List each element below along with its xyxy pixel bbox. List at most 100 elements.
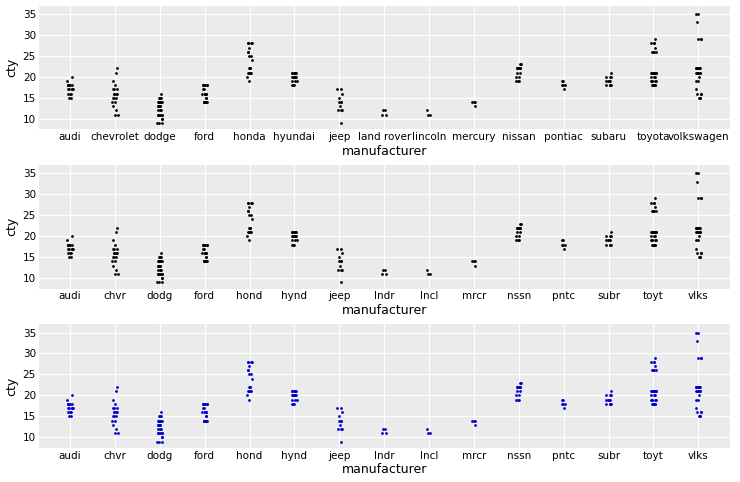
Point: [244, 224, 256, 232]
Point: [154, 98, 166, 106]
Point: [332, 266, 343, 274]
Point: [154, 102, 166, 110]
Point: [514, 383, 525, 391]
Point: [153, 94, 165, 102]
Point: [690, 224, 702, 232]
Point: [333, 257, 345, 265]
Point: [246, 199, 258, 206]
Point: [286, 400, 297, 408]
Point: [64, 90, 76, 97]
Point: [64, 249, 75, 257]
Point: [692, 383, 704, 391]
Point: [243, 44, 255, 52]
Point: [691, 228, 703, 236]
Point: [245, 371, 257, 378]
X-axis label: manufacturer: manufacturer: [342, 464, 427, 476]
Point: [693, 224, 705, 232]
Point: [646, 81, 658, 89]
Point: [511, 232, 522, 240]
Point: [648, 400, 659, 408]
Point: [512, 237, 524, 244]
Point: [645, 228, 657, 236]
Point: [153, 111, 165, 119]
Point: [600, 73, 612, 81]
Point: [511, 237, 522, 244]
Point: [380, 111, 391, 119]
Point: [199, 257, 211, 265]
Point: [514, 379, 525, 387]
Point: [692, 69, 704, 77]
Point: [289, 388, 301, 395]
Point: [286, 232, 298, 240]
Point: [155, 102, 166, 110]
Point: [242, 366, 254, 374]
Point: [559, 86, 571, 94]
Point: [469, 421, 481, 428]
Point: [242, 358, 254, 366]
Point: [155, 98, 166, 106]
Point: [695, 35, 707, 43]
Point: [291, 77, 303, 85]
Point: [645, 396, 657, 403]
Point: [648, 48, 660, 55]
Point: [692, 224, 704, 232]
Point: [65, 94, 77, 102]
Point: [335, 438, 347, 445]
Point: [156, 274, 168, 282]
Point: [600, 400, 612, 408]
Point: [513, 232, 525, 240]
Point: [556, 396, 568, 403]
Point: [289, 391, 300, 399]
Point: [556, 237, 568, 244]
Point: [514, 237, 525, 244]
Point: [692, 69, 704, 77]
Point: [286, 391, 298, 399]
Point: [200, 253, 212, 261]
Point: [511, 224, 522, 232]
Point: [334, 102, 346, 110]
Point: [377, 429, 389, 437]
Point: [468, 257, 480, 265]
Point: [110, 429, 121, 437]
Point: [512, 383, 524, 391]
Point: [201, 257, 213, 265]
Point: [154, 417, 166, 425]
Point: [243, 362, 255, 370]
Point: [66, 232, 78, 240]
Point: [690, 383, 702, 391]
Point: [693, 195, 704, 202]
Point: [199, 417, 211, 425]
Point: [512, 383, 524, 391]
Point: [289, 228, 300, 236]
Point: [244, 65, 256, 72]
Point: [379, 425, 391, 433]
Point: [287, 391, 299, 399]
Point: [111, 65, 123, 72]
Point: [155, 438, 167, 445]
Point: [335, 119, 347, 127]
Point: [155, 417, 166, 425]
Point: [335, 417, 347, 425]
Point: [650, 48, 662, 55]
Point: [65, 413, 77, 420]
Point: [693, 224, 704, 232]
Point: [110, 425, 122, 433]
Point: [692, 65, 704, 72]
Point: [108, 86, 120, 94]
Point: [692, 65, 704, 72]
Point: [152, 111, 164, 119]
Point: [200, 413, 212, 420]
Point: [152, 111, 164, 119]
Point: [241, 73, 253, 81]
Point: [155, 111, 167, 119]
Point: [333, 413, 345, 420]
Point: [244, 228, 256, 236]
Point: [605, 400, 617, 408]
Point: [695, 408, 707, 416]
Point: [155, 107, 167, 114]
Point: [693, 94, 705, 102]
Point: [152, 425, 164, 433]
Point: [286, 237, 298, 244]
Point: [605, 388, 617, 395]
Point: [468, 98, 480, 106]
